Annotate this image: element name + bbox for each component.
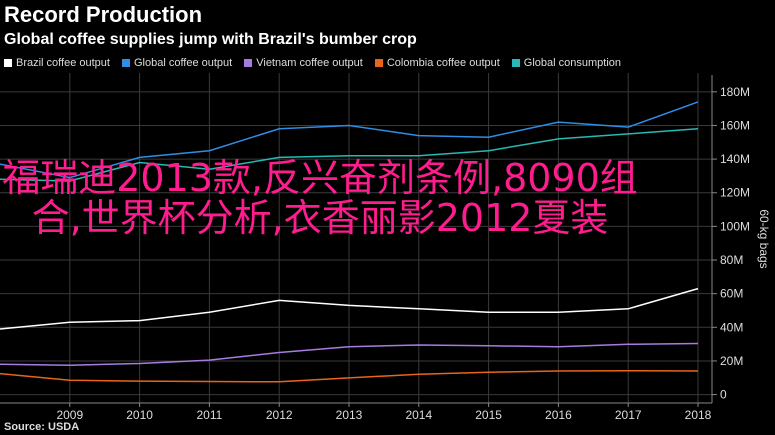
y-tick-label: 60M: [720, 287, 743, 301]
legend-label: Global coffee output: [133, 57, 233, 69]
x-tick-label: 2016: [545, 408, 572, 422]
y-tick-label: 120M: [720, 186, 750, 200]
x-tick-label: 2014: [405, 408, 432, 422]
legend-item: Global consumption: [511, 57, 622, 69]
legend-item: Global coffee output: [121, 57, 233, 69]
y-tick-label: 140M: [720, 152, 750, 166]
x-tick-label: 2015: [475, 408, 502, 422]
x-tick-label: 2012: [266, 408, 293, 422]
x-tick-label: 2009: [56, 408, 83, 422]
x-tick-label: 2010: [126, 408, 153, 422]
legend-swatch: [244, 59, 253, 67]
y-tick-label: 80M: [720, 253, 743, 267]
chart-subtitle: Global coffee supplies jump with Brazil'…: [4, 31, 417, 48]
series-line-vietnam-coffee-output: [0, 342, 699, 366]
legend-swatch: [374, 59, 383, 67]
x-tick-label: 2011: [196, 408, 222, 422]
y-tick-label: 40M: [720, 320, 743, 334]
y-tick-label: 0: [720, 388, 727, 402]
legend-swatch: [511, 59, 520, 67]
overlay-text: 福瑞迪2013款,反兴奋剂条例,8090组合,世界杯分析,衣香丽影2012夏装: [2, 156, 638, 240]
legend-swatch: [4, 59, 12, 67]
legend-item: Vietnam coffee output: [244, 57, 363, 69]
series-line-colombia-coffee-output: [0, 369, 699, 383]
y-tick-label: 180M: [720, 85, 750, 99]
legend-label: Brazil coffee output: [16, 57, 110, 69]
series-line-global-coffee-output: [0, 101, 699, 179]
x-tick-label: 2018: [685, 408, 712, 422]
x-tick-label: 2013: [336, 408, 363, 422]
chart-title: Record Production: [4, 2, 203, 27]
y-axis-label: 60-kg bags: [757, 209, 771, 268]
y-tick-label: 20M: [720, 354, 743, 368]
series-line-brazil-coffee-output: [0, 287, 699, 330]
x-tick-label: 2017: [615, 408, 642, 422]
source-note: Source: USDA: [4, 421, 80, 433]
y-tick-label: 160M: [720, 118, 750, 132]
legend-label: Global consumption: [523, 57, 622, 69]
legend-item: Brazil coffee output: [4, 57, 110, 69]
series-line-global-consumption: [0, 128, 699, 182]
y-tick-label: 100M: [720, 219, 750, 233]
legend-label: Vietnam coffee output: [256, 57, 363, 69]
legend-item: Colombia coffee output: [374, 57, 500, 69]
legend-swatch: [121, 59, 130, 67]
legend-label: Colombia coffee output: [386, 57, 500, 69]
chart-legend: Brazil coffee output Global coffee output…: [4, 57, 621, 69]
